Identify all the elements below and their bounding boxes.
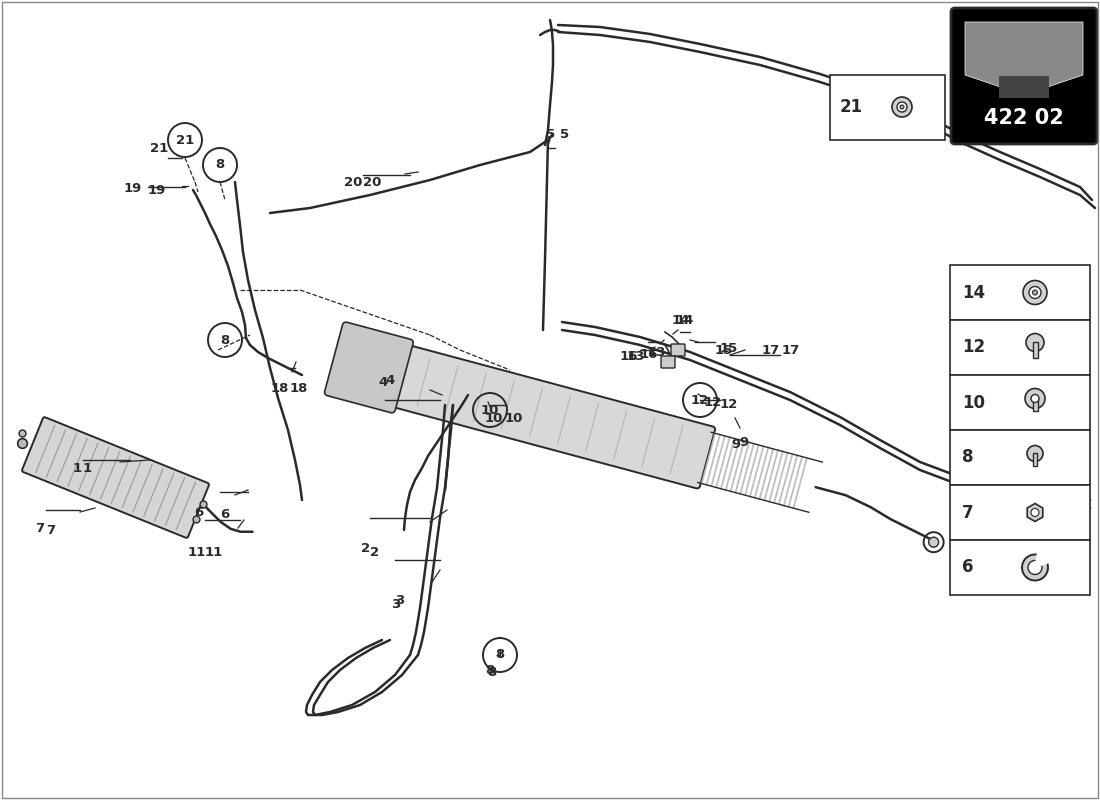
Text: 20: 20 [363, 175, 382, 189]
Text: 10: 10 [505, 411, 524, 425]
Circle shape [1031, 394, 1040, 402]
Text: 8: 8 [962, 449, 974, 466]
FancyBboxPatch shape [952, 8, 1097, 144]
Text: 10: 10 [962, 394, 984, 411]
Text: 3: 3 [390, 598, 400, 611]
Text: 20: 20 [343, 175, 362, 189]
Text: 15: 15 [720, 342, 738, 354]
Text: 18: 18 [271, 382, 289, 394]
Text: 2: 2 [370, 546, 379, 558]
Text: 7: 7 [962, 503, 974, 522]
Circle shape [1027, 446, 1043, 462]
Text: 18: 18 [290, 382, 308, 394]
Text: 14: 14 [672, 314, 690, 326]
Text: 8: 8 [495, 649, 505, 662]
Text: 6: 6 [220, 509, 229, 522]
Text: 6: 6 [194, 506, 204, 518]
Circle shape [1033, 290, 1037, 295]
Bar [950, 265, 1090, 320]
Text: 17: 17 [761, 343, 780, 357]
Text: 422 02: 422 02 [984, 108, 1064, 128]
Text: 7: 7 [35, 522, 44, 534]
Text: 1: 1 [73, 462, 82, 474]
Bar [999, 76, 1049, 98]
Bar [950, 485, 1090, 540]
Text: 3: 3 [395, 594, 405, 606]
Circle shape [892, 97, 912, 117]
Text: 8: 8 [487, 666, 497, 678]
Polygon shape [1027, 503, 1043, 522]
Circle shape [896, 102, 907, 112]
Text: 11: 11 [205, 546, 223, 558]
Bar [830, 75, 945, 140]
Text: 14: 14 [675, 314, 694, 326]
Text: 16: 16 [619, 350, 638, 363]
Text: 5: 5 [546, 129, 556, 142]
Circle shape [1025, 389, 1045, 409]
Text: 13: 13 [648, 346, 667, 358]
Bar [1033, 453, 1037, 466]
Circle shape [1028, 561, 1042, 574]
Text: 13: 13 [627, 350, 645, 362]
FancyBboxPatch shape [22, 417, 209, 538]
Bar [950, 320, 1090, 375]
FancyBboxPatch shape [385, 343, 715, 489]
Text: 2: 2 [361, 542, 370, 554]
Text: 11: 11 [188, 546, 206, 558]
Circle shape [900, 105, 904, 109]
Wedge shape [1035, 554, 1048, 567]
Circle shape [1026, 334, 1044, 351]
FancyBboxPatch shape [324, 322, 414, 413]
Text: 7: 7 [46, 523, 55, 537]
Text: 8: 8 [216, 158, 224, 171]
Text: 12: 12 [962, 338, 986, 357]
Text: 15: 15 [715, 343, 734, 357]
Text: 19: 19 [123, 182, 142, 194]
Text: 6: 6 [962, 558, 974, 577]
Text: 4: 4 [378, 375, 388, 389]
Circle shape [1023, 281, 1047, 305]
Circle shape [1028, 286, 1041, 298]
Text: 12: 12 [691, 394, 710, 406]
Text: 1: 1 [82, 462, 92, 474]
FancyBboxPatch shape [661, 356, 675, 368]
FancyBboxPatch shape [671, 344, 685, 356]
Bar [950, 375, 1090, 430]
Text: 9: 9 [730, 438, 740, 451]
Circle shape [1031, 509, 1040, 517]
Text: 9: 9 [739, 435, 748, 449]
Bar [1033, 342, 1037, 358]
Text: 16: 16 [640, 349, 659, 362]
Text: 4: 4 [385, 374, 394, 386]
Text: 8: 8 [486, 663, 495, 677]
Text: 14: 14 [962, 283, 986, 302]
Bar [1033, 398, 1037, 410]
Text: 19: 19 [148, 183, 166, 197]
Text: 10: 10 [481, 403, 499, 417]
Text: 10: 10 [485, 413, 503, 426]
Text: 21: 21 [176, 134, 194, 146]
Circle shape [1022, 554, 1048, 581]
Circle shape [928, 537, 938, 547]
Text: 8: 8 [220, 334, 230, 346]
Bar [950, 430, 1090, 485]
Text: 21: 21 [840, 98, 864, 116]
Bar [950, 540, 1090, 595]
Text: 5: 5 [560, 129, 569, 142]
Text: 21: 21 [150, 142, 168, 154]
Text: 12: 12 [720, 398, 738, 411]
Text: 12: 12 [704, 397, 722, 410]
Text: 17: 17 [782, 343, 801, 357]
Polygon shape [965, 22, 1084, 95]
